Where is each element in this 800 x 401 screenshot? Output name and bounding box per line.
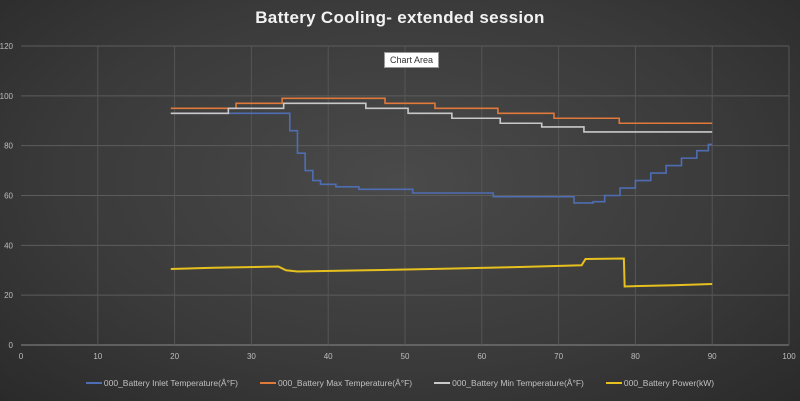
y-tick-label: 120 <box>0 42 14 51</box>
y-tick-label: 40 <box>4 241 13 250</box>
series-line-2 <box>170 102 713 133</box>
series-line-3 <box>170 257 713 288</box>
legend-item-power[interactable]: 000_Battery Power(kW) <box>605 378 715 388</box>
legend-label: 000_Battery Inlet Temperature(Â°F) <box>103 378 239 388</box>
x-tick-label: 90 <box>708 352 717 361</box>
legend-item-min[interactable]: 000_Battery Min Temperature(Â°F) <box>434 378 584 388</box>
y-tick-label: 100 <box>0 92 14 101</box>
y-tick-label: 0 <box>9 341 14 350</box>
x-tick-label: 20 <box>170 352 179 361</box>
x-tick-label: 0 <box>19 352 24 361</box>
x-tick-label: 10 <box>93 352 102 361</box>
y-tick-label: 60 <box>4 192 13 201</box>
legend-item-inlet[interactable]: 000_Battery Inlet Temperature(Â°F) <box>85 378 239 388</box>
y-tick-label: 80 <box>4 142 13 151</box>
legend-swatch <box>434 382 451 384</box>
x-tick-label: 70 <box>554 352 563 361</box>
x-tick-label: 50 <box>401 352 410 361</box>
legend-label: 000_Battery Power(kW) <box>623 378 715 388</box>
series-line-1 <box>170 97 713 125</box>
chart-title: Battery Cooling- extended session <box>255 8 545 27</box>
legend-swatch <box>85 382 102 384</box>
legend-item-max[interactable]: 000_Battery Max Temperature(Â°F) <box>260 378 412 388</box>
legend-label: 000_Battery Min Temperature(Â°F) <box>452 378 584 388</box>
chart-area-tooltip: Chart Area <box>384 52 440 68</box>
x-tick-label: 60 <box>477 352 486 361</box>
x-tick-label: 40 <box>324 352 333 361</box>
x-tick-label: 100 <box>782 352 796 361</box>
x-tick-label: 30 <box>247 352 256 361</box>
series-line-0 <box>170 112 713 204</box>
legend: 000_Battery Inlet Temperature(Â°F) 000_B… <box>0 378 800 388</box>
y-tick-label: 20 <box>4 291 13 300</box>
legend-swatch <box>605 382 622 384</box>
legend-label: 000_Battery Max Temperature(Â°F) <box>278 378 413 388</box>
x-tick-label: 80 <box>631 352 640 361</box>
legend-swatch <box>260 382 277 384</box>
